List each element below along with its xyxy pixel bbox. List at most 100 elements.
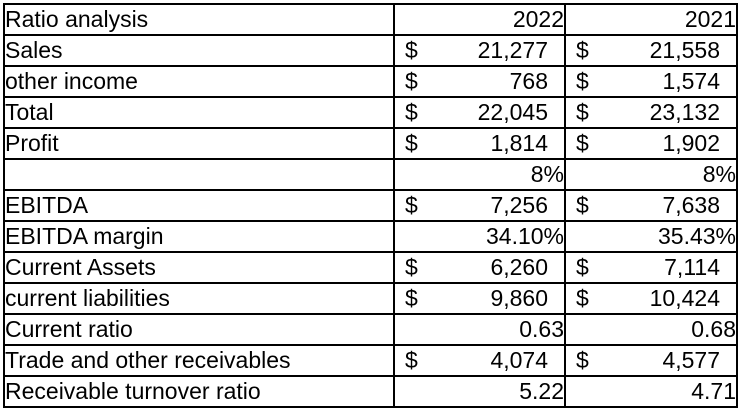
column-header-2022: 2022 bbox=[393, 3, 566, 36]
table-row-current-ratio: Current ratio 0.63 0.68 bbox=[3, 313, 738, 346]
currency-cell: $ 1,574 bbox=[567, 68, 735, 95]
value-2022: 34.10% bbox=[393, 220, 566, 253]
amount: 7,638 bbox=[662, 192, 720, 218]
currency-symbol: $ bbox=[405, 192, 418, 218]
amount: 9,860 bbox=[490, 285, 548, 311]
row-label: Trade and other receivables bbox=[3, 344, 395, 377]
amount: 7,114 bbox=[664, 254, 720, 280]
amount: 6,260 bbox=[490, 254, 548, 280]
currency-symbol: $ bbox=[576, 347, 589, 373]
table-row-profit-margin: 8% 8% bbox=[3, 158, 738, 191]
row-label: current liabilities bbox=[3, 282, 395, 315]
currency-cell: $ 21,558 bbox=[567, 37, 735, 64]
currency-cell: $ 22,045 bbox=[396, 99, 563, 126]
row-label: Current Assets bbox=[3, 251, 395, 284]
value-2021: $ 7,114 bbox=[564, 251, 738, 284]
currency-cell: $ 7,114 bbox=[567, 254, 735, 281]
value-2022: $ 4,074 bbox=[393, 344, 566, 377]
table-row-total: Total $ 22,045 $ 23,132 bbox=[3, 96, 738, 129]
table-row-other-income: other income $ 768 $ 1,574 bbox=[3, 65, 738, 98]
currency-symbol: $ bbox=[405, 68, 418, 94]
currency-cell: $ 768 bbox=[396, 68, 563, 95]
value-2022: $ 9,860 bbox=[393, 282, 566, 315]
row-label: Current ratio bbox=[3, 313, 395, 346]
currency-symbol: $ bbox=[576, 68, 589, 94]
value-2022: 0.63 bbox=[393, 313, 566, 346]
row-label: Profit bbox=[3, 127, 395, 160]
value-2022: 8% bbox=[393, 158, 566, 191]
ratio-analysis-table: Ratio analysis 2022 2021 Sales $ 21,277 … bbox=[3, 3, 738, 408]
table-row-receivable-turnover: Receivable turnover ratio 5.22 4.71 bbox=[3, 375, 738, 408]
amount: 768 bbox=[509, 68, 548, 94]
value-2021: 4.71 bbox=[564, 375, 738, 408]
currency-symbol: $ bbox=[576, 254, 589, 280]
row-label: Receivable turnover ratio bbox=[3, 375, 395, 408]
value-2022: $ 22,045 bbox=[393, 96, 566, 129]
currency-cell: $ 9,860 bbox=[396, 285, 563, 312]
table-row-ebitda: EBITDA $ 7,256 $ 7,638 bbox=[3, 189, 738, 222]
value-2021: $ 23,132 bbox=[564, 96, 738, 129]
table-title: Ratio analysis bbox=[3, 3, 395, 36]
currency-symbol: $ bbox=[405, 130, 418, 156]
value-2022: $ 7,256 bbox=[393, 189, 566, 222]
value-2021: $ 10,424 bbox=[564, 282, 738, 315]
row-label: Total bbox=[3, 96, 395, 129]
row-label: other income bbox=[3, 65, 395, 98]
amount: 4,577 bbox=[662, 347, 720, 373]
currency-cell: $ 6,260 bbox=[396, 254, 563, 281]
value-2021: 8% bbox=[564, 158, 738, 191]
currency-symbol: $ bbox=[405, 37, 418, 63]
currency-symbol: $ bbox=[405, 99, 418, 125]
value-2021: $ 7,638 bbox=[564, 189, 738, 222]
currency-symbol: $ bbox=[405, 254, 418, 280]
value-2022: $ 768 bbox=[393, 65, 566, 98]
currency-cell: $ 10,424 bbox=[567, 285, 735, 312]
currency-cell: $ 1,902 bbox=[567, 130, 735, 157]
table-row-ebitda-margin: EBITDA margin 34.10% 35.43% bbox=[3, 220, 738, 253]
amount: 1,902 bbox=[662, 130, 720, 156]
table-row-trade-receivables: Trade and other receivables $ 4,074 $ 4,… bbox=[3, 344, 738, 377]
value-2022: $ 1,814 bbox=[393, 127, 566, 160]
value-2022: $ 6,260 bbox=[393, 251, 566, 284]
amount: 1,814 bbox=[490, 130, 548, 156]
amount: 21,558 bbox=[649, 37, 720, 63]
amount: 1,574 bbox=[662, 68, 720, 94]
currency-symbol: $ bbox=[576, 285, 589, 311]
value-2021: 0.68 bbox=[564, 313, 738, 346]
currency-cell: $ 7,638 bbox=[567, 192, 735, 219]
value-2022: $ 21,277 bbox=[393, 34, 566, 67]
amount: 10,424 bbox=[649, 285, 720, 311]
currency-cell: $ 21,277 bbox=[396, 37, 563, 64]
currency-symbol: $ bbox=[576, 192, 589, 218]
currency-symbol: $ bbox=[576, 130, 589, 156]
value-2021: 35.43% bbox=[564, 220, 738, 253]
currency-symbol: $ bbox=[576, 99, 589, 125]
table-row-profit: Profit $ 1,814 $ 1,902 bbox=[3, 127, 738, 160]
currency-symbol: $ bbox=[576, 37, 589, 63]
currency-cell: $ 23,132 bbox=[567, 99, 735, 126]
table-row-sales: Sales $ 21,277 $ 21,558 bbox=[3, 34, 738, 67]
amount: 21,277 bbox=[477, 37, 548, 63]
currency-symbol: $ bbox=[405, 285, 418, 311]
currency-cell: $ 4,074 bbox=[396, 347, 563, 374]
row-label bbox=[3, 158, 395, 191]
currency-cell: $ 1,814 bbox=[396, 130, 563, 157]
table-row-current-liabilities: current liabilities $ 9,860 $ 10,424 bbox=[3, 282, 738, 315]
value-2022: 5.22 bbox=[393, 375, 566, 408]
row-label: Sales bbox=[3, 34, 395, 67]
row-label: EBITDA bbox=[3, 189, 395, 222]
currency-cell: $ 4,577 bbox=[567, 347, 735, 374]
column-header-2021: 2021 bbox=[564, 3, 738, 36]
table-header-row: Ratio analysis 2022 2021 bbox=[3, 3, 738, 36]
value-2021: $ 1,902 bbox=[564, 127, 738, 160]
amount: 7,256 bbox=[490, 192, 548, 218]
amount: 23,132 bbox=[649, 99, 720, 125]
value-2021: $ 1,574 bbox=[564, 65, 738, 98]
amount: 22,045 bbox=[477, 99, 548, 125]
row-label: EBITDA margin bbox=[3, 220, 395, 253]
value-2021: $ 21,558 bbox=[564, 34, 738, 67]
value-2021: $ 4,577 bbox=[564, 344, 738, 377]
amount: 4,074 bbox=[490, 347, 548, 373]
currency-symbol: $ bbox=[405, 347, 418, 373]
table-row-current-assets: Current Assets $ 6,260 $ 7,114 bbox=[3, 251, 738, 284]
